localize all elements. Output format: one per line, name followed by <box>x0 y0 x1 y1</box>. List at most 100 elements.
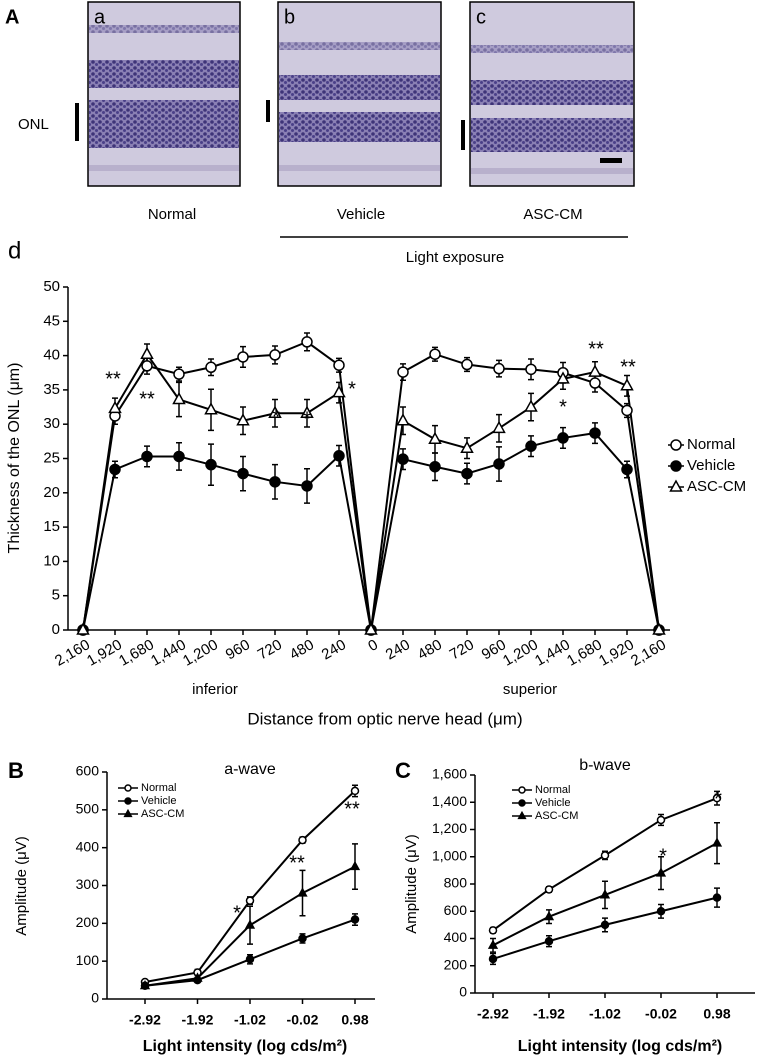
marker <box>656 907 666 916</box>
x-tick-label: -1.02 <box>589 1006 621 1022</box>
y-tick-label: 10 <box>43 552 60 569</box>
x-tick-label: -0.02 <box>645 1006 677 1022</box>
significance-mark: ** <box>289 852 305 874</box>
marker <box>556 371 570 384</box>
legend-label: ASC-CM <box>535 810 578 822</box>
marker <box>588 364 602 377</box>
panel-label: d <box>8 237 21 264</box>
onl-bar <box>75 103 79 141</box>
marker <box>123 808 133 818</box>
marker <box>109 463 121 476</box>
marker <box>364 622 378 635</box>
x-tick-label: 960 <box>223 636 253 663</box>
marker <box>712 893 722 902</box>
significance-mark: * <box>714 788 722 810</box>
y-tick-label: 800 <box>444 875 468 891</box>
legend-label: Normal <box>535 784 570 796</box>
marker <box>493 362 505 375</box>
marker <box>205 361 217 374</box>
image-letter: a <box>94 6 106 28</box>
y-axis-label: Thickness of the ONL (μm) <box>6 363 23 554</box>
x-tick-label: 0.98 <box>703 1006 730 1022</box>
x-tick-label: 0.98 <box>341 1012 368 1028</box>
marker <box>108 400 122 414</box>
marker <box>245 896 255 905</box>
marker <box>204 402 218 415</box>
marker <box>269 476 281 488</box>
marker <box>244 919 256 929</box>
x-tick-label: 720 <box>447 636 477 663</box>
group-label: Light exposure <box>406 249 504 266</box>
significance-mark: ** <box>105 368 121 390</box>
x-tick-label: -1.02 <box>234 1012 266 1028</box>
legend-label: ASC-CM <box>687 478 746 495</box>
marker <box>332 385 346 398</box>
y-tick-label: 1,200 <box>432 820 467 836</box>
marker <box>205 458 217 471</box>
x-tick-label: 480 <box>415 636 445 663</box>
y-tick-label: 500 <box>76 801 100 817</box>
marker <box>192 972 203 982</box>
caption: ASC-CM <box>523 206 582 223</box>
y-tick-label: 50 <box>43 278 60 295</box>
x-axis-label: Distance from optic nerve head (μm) <box>247 709 522 728</box>
x-tick-label: 0 <box>365 636 381 655</box>
y-tick-label: 15 <box>43 518 60 535</box>
marker <box>298 934 307 943</box>
x-tick-label: 1,200 <box>180 636 221 669</box>
marker <box>670 439 682 451</box>
marker <box>656 815 666 825</box>
marker <box>349 860 361 871</box>
marker <box>621 463 633 476</box>
significance-mark: * <box>303 408 311 430</box>
marker <box>237 351 249 363</box>
marker <box>124 797 132 805</box>
chart-title: b-wave <box>579 757 631 774</box>
marker <box>524 399 538 412</box>
significance-mark: ** <box>344 798 360 820</box>
y-tick-label: 400 <box>76 838 100 854</box>
marker <box>655 867 667 877</box>
marker <box>487 939 499 949</box>
y-tick-label: 1,000 <box>432 847 467 863</box>
legend-label: Normal <box>141 782 176 794</box>
panel-label: B <box>8 758 24 783</box>
x-tick-label: -1.92 <box>533 1006 565 1022</box>
marker <box>711 837 723 847</box>
x-tick-label: 2,160 <box>628 636 669 669</box>
marker <box>141 450 153 463</box>
significance-mark: ** <box>588 338 604 360</box>
x-axis-label: Light intensity (log cds/m²) <box>143 1038 347 1055</box>
series-line <box>492 797 718 932</box>
marker <box>544 885 554 894</box>
y-tick-label: 1,400 <box>432 793 467 809</box>
marker <box>124 784 132 792</box>
series-line <box>82 352 660 631</box>
marker <box>518 786 526 794</box>
marker <box>544 936 554 946</box>
marker <box>670 460 682 472</box>
caption: Normal <box>148 206 196 223</box>
marker <box>300 405 314 418</box>
marker <box>141 360 153 372</box>
significance-mark: * <box>348 378 356 400</box>
marker <box>712 793 722 803</box>
significance-mark: * <box>233 902 241 924</box>
marker <box>620 378 634 391</box>
x-tick-label: -1.92 <box>182 1012 214 1028</box>
marker <box>589 427 601 439</box>
marker <box>488 954 498 964</box>
x-tick-label: 240 <box>383 636 413 663</box>
significance-mark: ** <box>139 388 155 410</box>
x-tick-label: -2.92 <box>477 1006 509 1022</box>
legend-label: ASC-CM <box>141 808 184 820</box>
marker <box>669 479 683 492</box>
y-tick-label: 30 <box>43 415 60 432</box>
marker <box>460 440 474 453</box>
marker <box>139 980 151 990</box>
marker <box>172 391 186 405</box>
y-axis-label: Amplitude (μV) <box>403 834 420 934</box>
marker <box>237 467 249 480</box>
image-letter: c <box>476 6 486 28</box>
